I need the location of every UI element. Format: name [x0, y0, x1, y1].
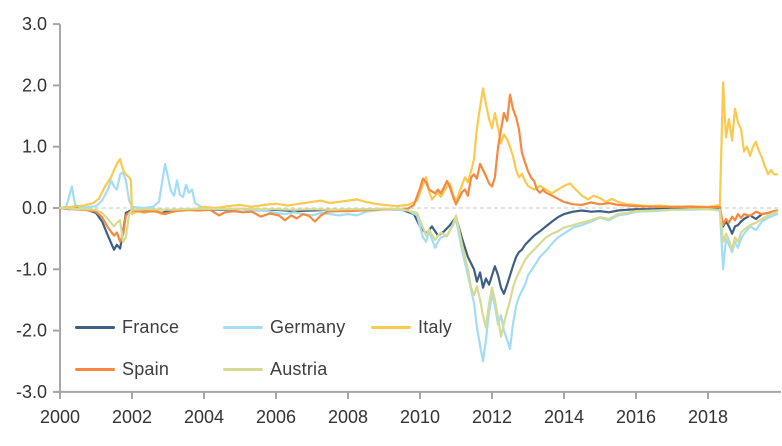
svg-text:-2.0: -2.0	[16, 321, 47, 341]
svg-text:2002: 2002	[112, 407, 152, 427]
chart-legend: France Germany Italy Spain Austria	[75, 306, 535, 390]
legend-item-france: France	[75, 306, 223, 348]
svg-text:-3.0: -3.0	[16, 382, 47, 402]
legend-label-france: France	[122, 316, 180, 337]
france-line-swatch	[75, 325, 115, 329]
legend-label-germany: Germany	[270, 316, 346, 337]
svg-text:2.0: 2.0	[22, 75, 47, 95]
spain-line-swatch	[75, 367, 115, 371]
svg-text:2006: 2006	[256, 407, 296, 427]
germany-line-swatch	[223, 325, 263, 329]
austria-line-swatch	[223, 367, 263, 371]
legend-label-spain: Spain	[122, 358, 170, 379]
svg-text:2012: 2012	[472, 407, 512, 427]
svg-text:2010: 2010	[400, 407, 440, 427]
legend-item-austria: Austria	[223, 348, 371, 390]
svg-text:-1.0: -1.0	[16, 259, 47, 279]
svg-text:2004: 2004	[184, 407, 224, 427]
svg-text:0.0: 0.0	[22, 198, 47, 218]
legend-item-spain: Spain	[75, 348, 223, 390]
legend-label-italy: Italy	[418, 316, 453, 337]
italy-line-swatch	[371, 325, 411, 329]
legend-item-italy: Italy	[371, 306, 519, 348]
legend-label-austria: Austria	[270, 358, 328, 379]
svg-text:2014: 2014	[544, 407, 584, 427]
svg-text:3.0: 3.0	[22, 14, 47, 34]
svg-text:2016: 2016	[616, 407, 656, 427]
svg-text:1.0: 1.0	[22, 137, 47, 157]
svg-text:2008: 2008	[328, 407, 368, 427]
legend-item-germany: Germany	[223, 306, 371, 348]
svg-text:2000: 2000	[40, 407, 80, 427]
svg-text:2018: 2018	[688, 407, 728, 427]
